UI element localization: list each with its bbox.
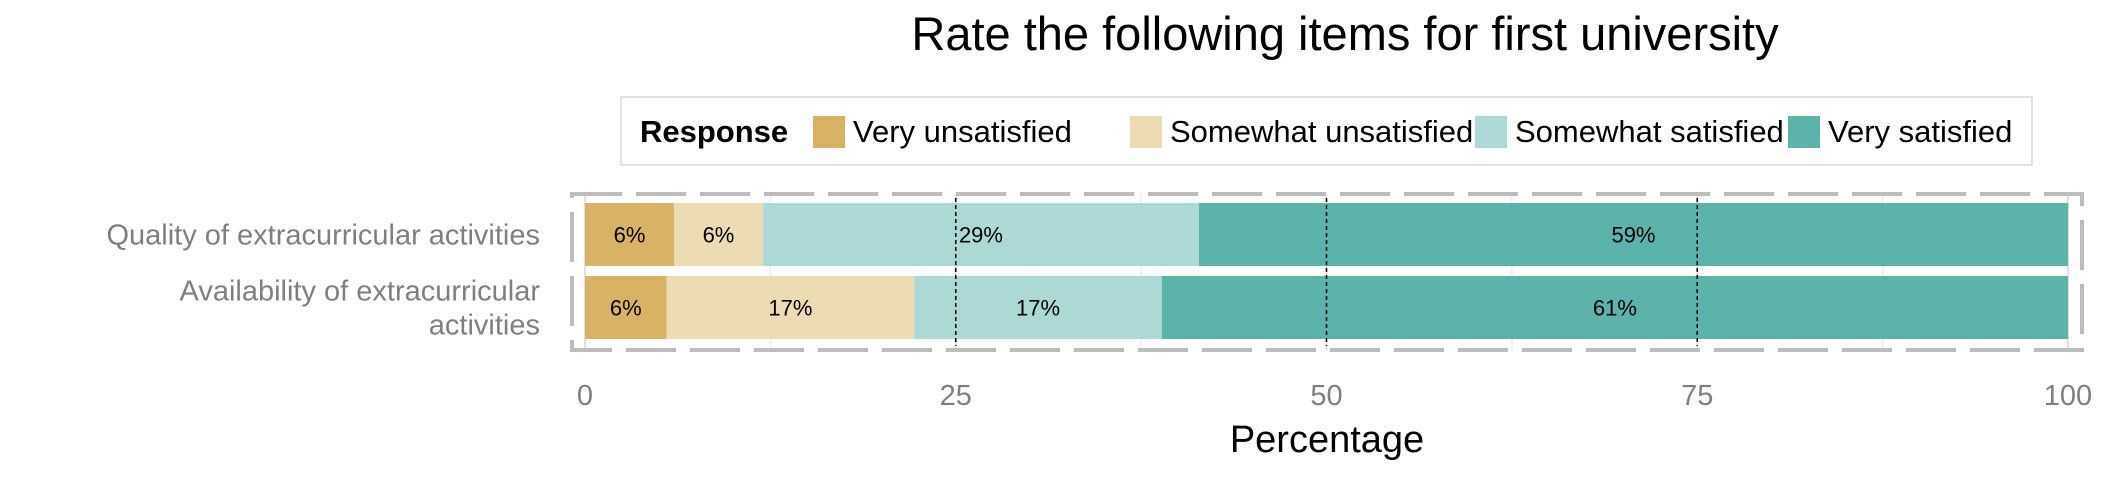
bar-segment <box>585 276 667 339</box>
bar-segment <box>914 276 1162 339</box>
bars <box>585 198 2068 346</box>
chart-title: Rate the following items for first unive… <box>911 7 1779 60</box>
bar-segment <box>673 203 763 266</box>
category-labels: Quality of extracurricular activities Ava… <box>106 220 540 342</box>
legend-swatch <box>1475 116 1507 148</box>
x-tick-label: 50 <box>1310 380 1342 412</box>
bar-segment <box>666 276 915 339</box>
bar-segment <box>1161 276 2068 339</box>
legend-item: Very satisfied <box>1788 114 2012 149</box>
x-axis-ticks: 0 25 50 75 100 <box>577 380 2092 412</box>
legend-item: Very unsatisfied <box>813 114 1072 149</box>
x-tick-label: 75 <box>1681 380 1713 412</box>
data-label: 17% <box>768 296 812 321</box>
legend-items: Very unsatisfied Somewhat unsatisfied Some… <box>813 114 2012 149</box>
bar-segment <box>585 203 674 266</box>
x-tick-label: 25 <box>940 380 972 412</box>
legend-title: Response <box>640 114 788 149</box>
bar-segment <box>762 203 1199 266</box>
category-label: Availability of extracurricular activitie… <box>180 276 541 342</box>
x-tick-label: 100 <box>2044 380 2092 412</box>
bar-segment <box>1198 203 2068 266</box>
x-tick-label: 0 <box>577 380 593 412</box>
legend-swatch <box>1130 116 1162 148</box>
data-label: 6% <box>614 223 646 248</box>
data-label: 59% <box>1611 223 1655 248</box>
legend-item: Somewhat unsatisfied <box>1130 114 1473 149</box>
data-label: 29% <box>959 223 1003 248</box>
legend-label: Very unsatisfied <box>853 114 1072 149</box>
data-label: 61% <box>1593 296 1637 321</box>
category-label: Quality of extracurricular activities <box>106 220 540 252</box>
legend-swatch <box>1788 116 1820 148</box>
legend-swatch <box>813 116 845 148</box>
legend-label: Very satisfied <box>1828 114 2012 149</box>
legend-label: Somewhat satisfied <box>1515 114 1784 149</box>
data-labels: 6% 6% 29% 59% 6% 17% 17% 61% <box>610 223 1656 321</box>
legend-item: Somewhat satisfied <box>1475 114 1784 149</box>
data-label: 6% <box>610 296 642 321</box>
legend-label: Somewhat unsatisfied <box>1170 114 1473 149</box>
x-axis-title: Percentage <box>1230 419 1424 461</box>
data-label: 17% <box>1016 296 1060 321</box>
legend: Response Very unsatisfied Somewhat unsati… <box>620 96 2033 166</box>
data-label: 6% <box>703 223 735 248</box>
